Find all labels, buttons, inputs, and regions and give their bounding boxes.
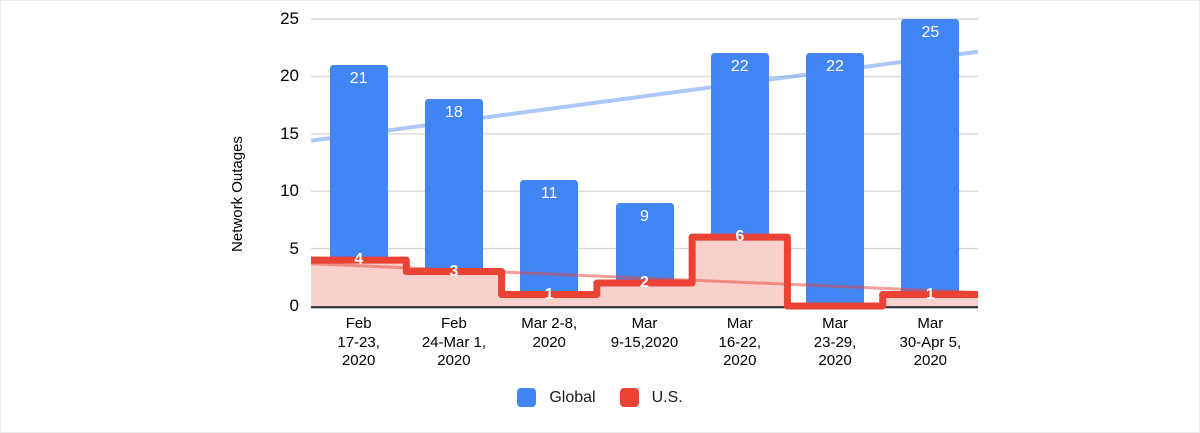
x-axis-label-1: Feb 24-Mar 1, 2020	[421, 315, 487, 369]
bar-value-label: 9	[640, 207, 649, 225]
bar-value-label: 11	[540, 184, 558, 202]
legend-label-global: Global	[549, 389, 596, 406]
y-tick-label-10: 10	[280, 181, 299, 201]
bar-value-label: 21	[349, 69, 368, 87]
legend-item-us[interactable]: U.S.	[619, 388, 683, 407]
x-axis-label-5: Mar 23-29, 2020	[813, 315, 857, 369]
x-axis-label-3: Mar 9-15,2020	[610, 315, 679, 351]
legend: Global U.S.	[1, 388, 1199, 407]
bar-value-label: 22	[730, 58, 749, 76]
y-tick-label-0: 0	[289, 296, 299, 315]
bar-value-label: 18	[445, 104, 463, 122]
legend-item-global[interactable]: Global	[517, 388, 596, 407]
y-tick-label-25: 25	[280, 9, 299, 28]
y-tick-label-5: 5	[289, 238, 299, 258]
y-tick-label-20: 20	[280, 66, 299, 86]
bar-value-label: 22	[826, 58, 844, 76]
bar-value-label: 25	[921, 24, 940, 41]
y-tick-label-15: 15	[280, 123, 299, 143]
legend-swatch-us	[619, 388, 639, 407]
legend-swatch-global	[517, 388, 537, 407]
legend-label-us: U.S.	[651, 389, 683, 406]
x-axis-label-2: Mar 2-8, 2020	[521, 315, 578, 351]
x-axis-label-0: Feb 17-23, 2020	[337, 315, 380, 369]
x-axis-label-6: Mar 30-Apr 5, 2020	[899, 315, 962, 369]
x-axis-label-4: Mar 16-22, 2020	[718, 315, 762, 369]
